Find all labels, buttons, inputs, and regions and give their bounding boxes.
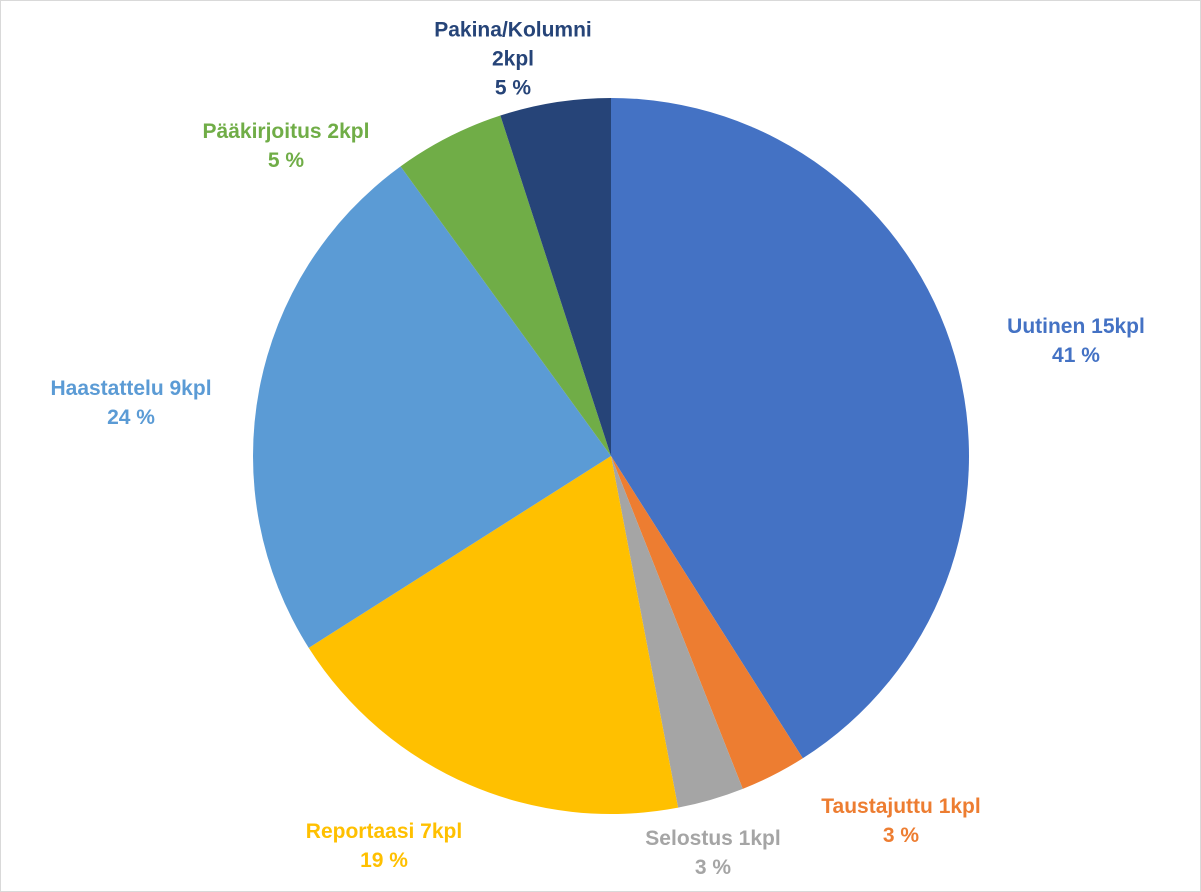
pie-slice (611, 98, 969, 759)
pie-slice (253, 166, 611, 648)
value-label: 41 % (1052, 344, 1100, 367)
category-label: Uutinen 15kpl (1007, 315, 1145, 338)
pie-slice (611, 456, 743, 808)
value-label: 24 % (107, 406, 155, 429)
value-label: 3 % (882, 824, 920, 847)
category-label: Haastattelu 9kpl (50, 377, 212, 400)
value-label: 5 % (267, 149, 305, 172)
pie-slice (500, 98, 611, 456)
value-label: 19 % (360, 849, 408, 872)
pie-slice (308, 456, 679, 814)
value-label: 5 % (494, 76, 532, 100)
category-label: Selostus 1kpl (645, 827, 781, 850)
pie-slice (400, 115, 611, 457)
slice-label: Uutinen 15kpl 41 % (1007, 312, 1145, 370)
slice-label: Reportaasi 7kpl 19 % (306, 817, 462, 875)
pie-slice (611, 456, 803, 789)
slice-label: Taustajuttu 1kpl 3 % (821, 792, 980, 850)
slice-label: Pakina/Kolumni 2kpl 5 % (428, 16, 598, 103)
slice-label: Selostus 1kpl 3 % (645, 824, 780, 882)
category-label: Reportaasi 7kpl (305, 820, 463, 843)
slice-label: Haastattelu 9kpl 24 % (50, 374, 211, 432)
category-label: Pakina/Kolumni 2kpl (434, 18, 592, 71)
category-label: Taustajuttu 1kpl (821, 795, 981, 818)
value-label: 3 % (694, 856, 732, 879)
category-label: Pääkirjoitus 2kpl (202, 120, 370, 143)
slice-label: Pääkirjoitus 2kpl 5 % (203, 117, 370, 175)
